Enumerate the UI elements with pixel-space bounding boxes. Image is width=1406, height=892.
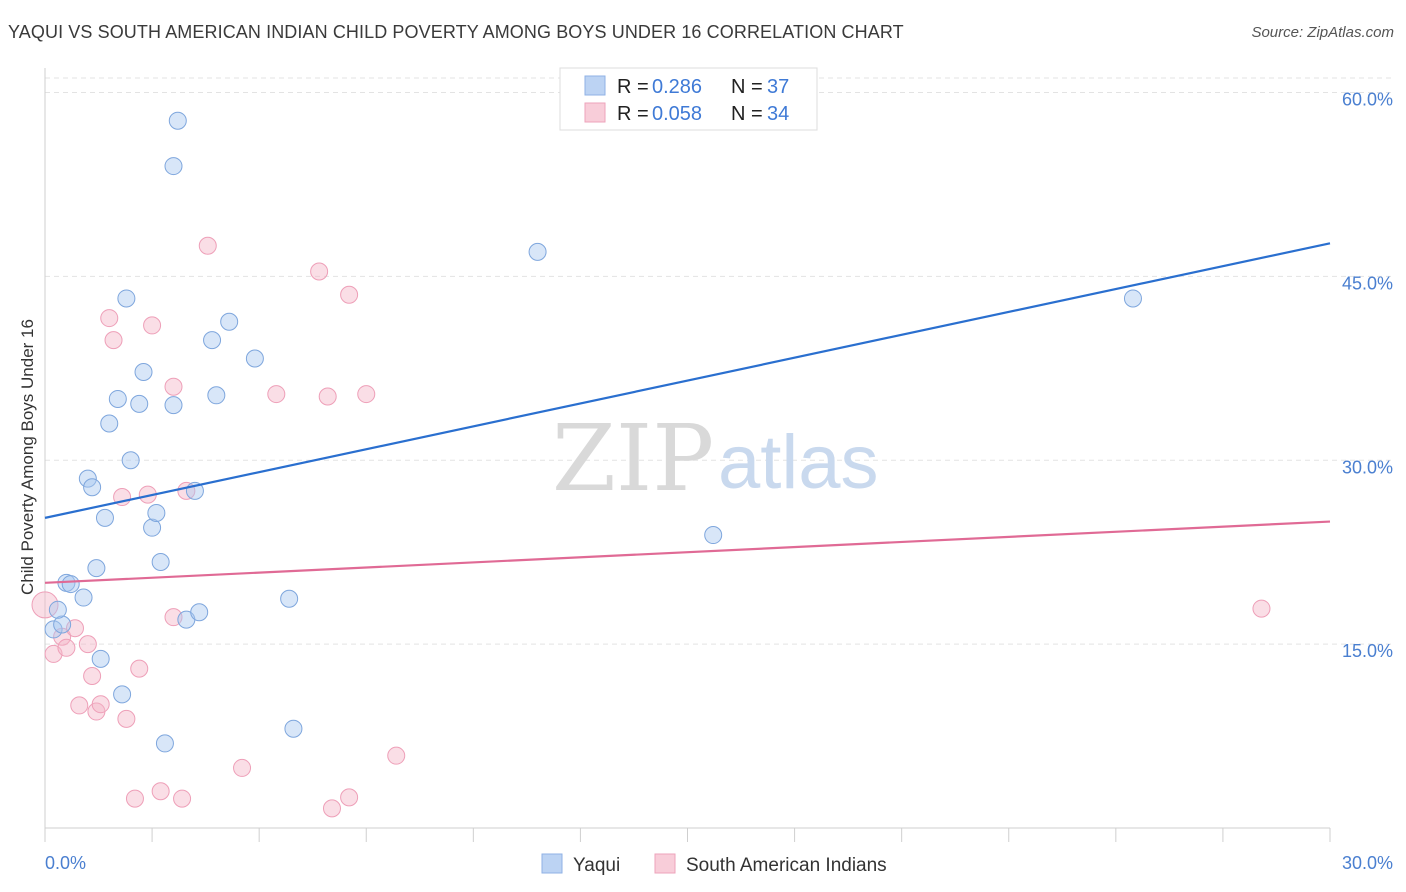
sai-point xyxy=(173,789,192,808)
trend-lines xyxy=(44,242,1331,584)
yaqui-point xyxy=(87,559,106,578)
yaqui-n-value: 37 xyxy=(767,76,789,98)
south-american-indians-points xyxy=(31,236,1271,818)
yaqui-point xyxy=(220,312,239,331)
yaqui-r-value: 0.286 xyxy=(652,76,702,98)
sai-point xyxy=(387,746,406,765)
yaqui-point xyxy=(155,734,174,753)
yaqui-point xyxy=(151,553,170,571)
x-tick-label-min: 0.0% xyxy=(45,853,86,873)
yaqui-point xyxy=(130,394,149,413)
legend-yaqui-label: Yaqui xyxy=(573,855,620,876)
legend-sai-swatch xyxy=(654,853,676,874)
yaqui-point xyxy=(164,396,183,415)
yaqui-point xyxy=(280,589,299,608)
y-tick-label-45: 45.0% xyxy=(1342,273,1393,293)
yaqui-point xyxy=(190,603,209,622)
yaqui-point xyxy=(168,111,187,130)
sai-point xyxy=(130,659,149,678)
stats-legend: R = 0.286 N = 37 R = 0.058 N = 34 xyxy=(559,67,818,131)
yaqui-point xyxy=(203,331,222,350)
yaqui-r-label: R = xyxy=(617,76,649,98)
sai-point xyxy=(340,285,359,304)
yaqui-point xyxy=(207,386,226,405)
yaqui-point xyxy=(44,620,63,639)
yaqui-trend-line xyxy=(44,242,1331,519)
yaqui-point xyxy=(147,503,166,522)
sai-r-value: 0.058 xyxy=(652,103,702,125)
sai-point xyxy=(357,385,376,404)
y-tick-labels: 15.0% 30.0% 45.0% 60.0% xyxy=(1342,90,1393,662)
yaqui-points xyxy=(44,111,1142,753)
sai-point xyxy=(1252,599,1271,618)
y-tick-label-30: 30.0% xyxy=(1342,457,1393,477)
legend-yaqui-swatch xyxy=(541,853,563,874)
yaqui-point xyxy=(61,575,80,594)
sai-point xyxy=(57,638,76,657)
x-tick-marks xyxy=(44,828,1331,842)
yaqui-point xyxy=(143,518,162,537)
yaqui-point xyxy=(1123,289,1142,308)
sai-point xyxy=(31,591,59,619)
yaqui-point xyxy=(704,526,723,545)
yaqui-n-label: N = xyxy=(731,76,763,98)
sai-legend-swatch xyxy=(584,102,606,123)
sai-point xyxy=(164,377,183,396)
y-axis-label: Child Poverty Among Boys Under 16 xyxy=(18,319,37,595)
sai-point xyxy=(310,262,329,281)
chart-title: YAQUI VS SOUTH AMERICAN INDIAN CHILD POV… xyxy=(8,22,904,42)
sai-point xyxy=(125,789,144,808)
y-tick-label-60: 60.0% xyxy=(1342,90,1393,110)
sai-point xyxy=(104,331,123,350)
sai-n-value: 34 xyxy=(767,103,789,125)
yaqui-point xyxy=(284,719,303,738)
yaqui-point xyxy=(245,349,264,368)
yaqui-point xyxy=(117,289,136,308)
source-label: Source: ZipAtlas.com xyxy=(1251,24,1394,41)
sai-point xyxy=(70,696,89,715)
x-tick-label-max: 30.0% xyxy=(1342,853,1393,873)
yaqui-point xyxy=(83,478,102,497)
sai-n-label: N = xyxy=(731,103,763,125)
sai-point xyxy=(100,309,119,328)
yaqui-point xyxy=(91,649,110,668)
yaqui-point xyxy=(78,469,97,488)
yaqui-point xyxy=(121,451,140,470)
sai-point xyxy=(117,709,136,728)
sai-point xyxy=(83,667,102,685)
yaqui-point xyxy=(164,157,183,176)
yaqui-point xyxy=(53,615,72,634)
sai-point xyxy=(318,387,337,406)
yaqui-point xyxy=(100,414,119,433)
watermark-zip: ZIP xyxy=(552,405,714,512)
yaqui-point xyxy=(134,363,153,381)
y-tick-label-15: 15.0% xyxy=(1342,641,1393,661)
yaqui-point xyxy=(74,588,93,607)
yaqui-point xyxy=(48,600,67,619)
yaqui-point xyxy=(95,508,114,527)
watermark-atlas: atlas xyxy=(718,420,879,505)
yaqui-point xyxy=(108,389,127,408)
yaqui-point xyxy=(113,685,132,704)
sai-point xyxy=(78,635,97,654)
sai-point xyxy=(198,236,217,255)
sai-point xyxy=(340,788,359,807)
sai-trend-line xyxy=(44,520,1331,584)
sai-point xyxy=(233,758,252,777)
sai-r-label: R = xyxy=(617,103,649,125)
yaqui-legend-swatch xyxy=(584,75,606,96)
sai-point xyxy=(151,782,170,801)
sai-point xyxy=(91,695,110,714)
sai-point xyxy=(267,385,286,404)
sai-point xyxy=(322,799,341,818)
series-legend: Yaqui South American Indians xyxy=(541,853,887,876)
sai-point xyxy=(143,316,162,335)
legend-sai-label: South American Indians xyxy=(686,855,887,876)
yaqui-point xyxy=(528,242,547,261)
